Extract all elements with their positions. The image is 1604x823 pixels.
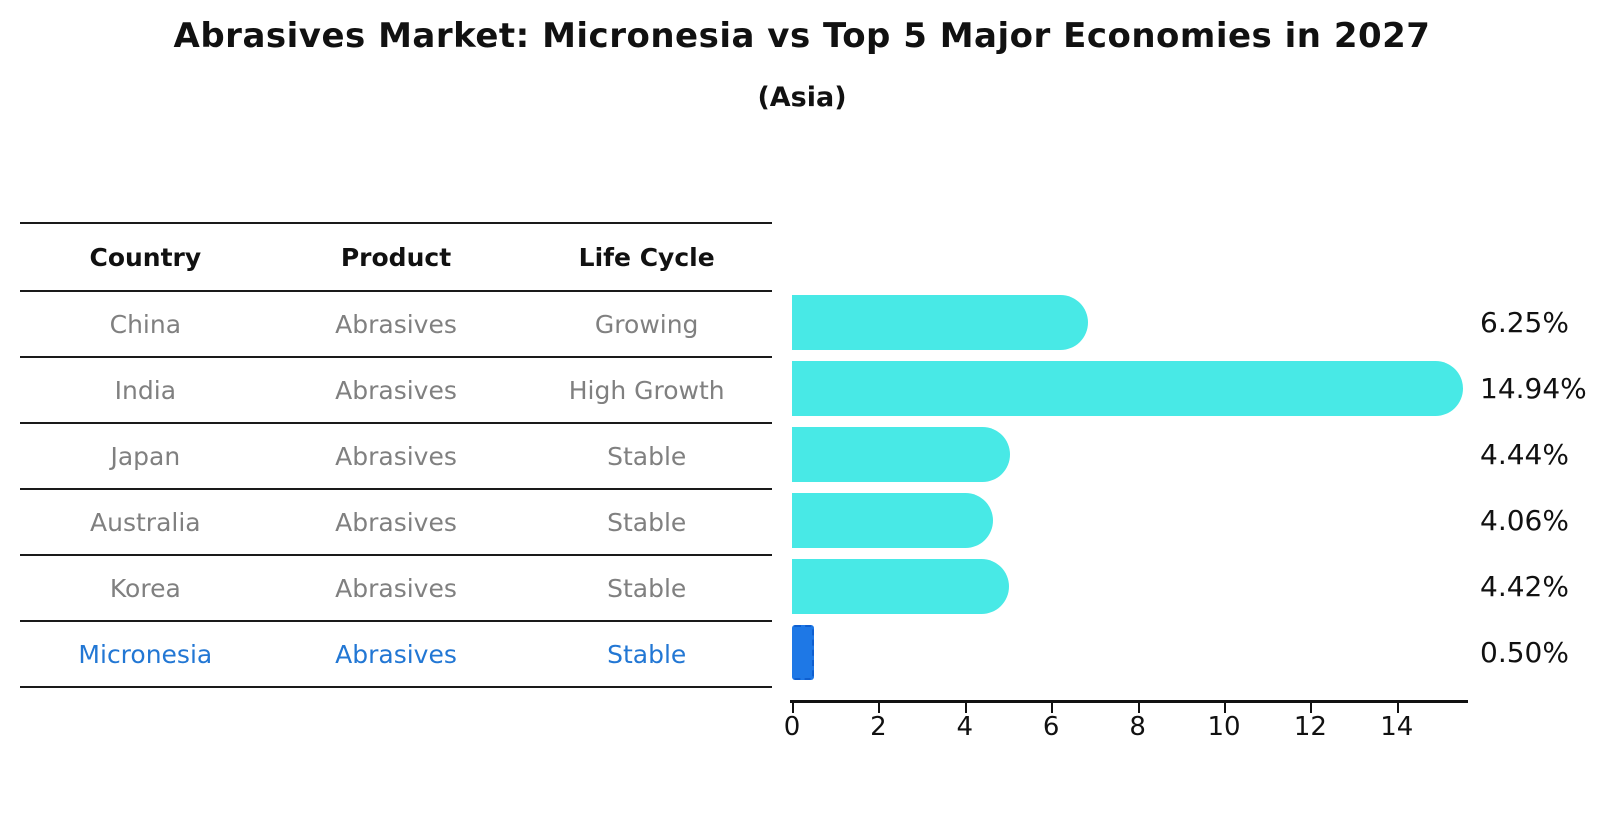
table-row-japan: Japan Abrasives Stable	[20, 424, 772, 490]
table-cell-country: Micronesia	[78, 639, 213, 669]
chart-subtitle: (Asia)	[757, 82, 847, 113]
x-tick-6	[1051, 703, 1054, 713]
x-tick-4	[964, 703, 967, 713]
table-row-micronesia: Micronesia Abrasives Stable	[20, 622, 772, 688]
table-cell-country: Australia	[90, 507, 201, 537]
table-cell-life-cycle: High Growth	[568, 375, 725, 405]
table-cell-product: Abrasives	[335, 573, 457, 603]
x-tick-label-12: 12	[1293, 712, 1327, 742]
x-tick-label-14: 14	[1380, 712, 1414, 742]
x-tick-label-4: 4	[956, 712, 974, 742]
bar-india	[792, 361, 1464, 416]
table-body: China Abrasives Growing India Abrasives High …	[20, 292, 772, 688]
table-cell-life-cycle: Stable	[607, 441, 687, 471]
x-tick-0	[792, 703, 794, 713]
value-label-china: 6.25%	[1480, 306, 1569, 339]
table-header-life-cycle: Life Cycle	[578, 242, 715, 272]
x-axis-line	[790, 700, 1468, 703]
table-cell-life-cycle: Stable	[607, 573, 687, 603]
table-row-india: India Abrasives High Growth	[20, 358, 772, 424]
bar-japan	[792, 427, 1010, 482]
x-tick-8	[1137, 703, 1140, 713]
bar-micronesia	[792, 625, 814, 680]
x-tick-14	[1396, 703, 1399, 713]
chart-title: Abrasives Market: Micronesia vs Top 5 Ma…	[173, 16, 1431, 56]
x-tick-label-2: 2	[870, 712, 887, 742]
value-label-micronesia: 0.50%	[1480, 636, 1569, 669]
table-row-australia: Australia Abrasives Stable	[20, 490, 772, 556]
table-cell-life-cycle: Growing	[594, 309, 699, 339]
bar-australia	[792, 493, 994, 548]
table-cell-product: Abrasives	[335, 639, 457, 669]
table-cell-country: India	[114, 375, 177, 405]
table-header-product: Product	[340, 242, 452, 272]
table-cell-product: Abrasives	[335, 375, 457, 405]
value-label-australia: 4.06%	[1480, 504, 1569, 537]
table-header-country: Country	[89, 242, 202, 272]
table-row-korea: Korea Abrasives Stable	[20, 556, 772, 622]
x-tick-10	[1224, 703, 1226, 713]
table-cell-life-cycle: Stable	[607, 639, 687, 669]
x-tick-label-6: 6	[1042, 712, 1060, 742]
table-cell-life-cycle: Stable	[607, 507, 687, 537]
bar-china	[792, 295, 1088, 350]
x-tick-label-0: 0	[783, 712, 801, 742]
table-cell-product: Abrasives	[335, 441, 457, 471]
table-cell-product: Abrasives	[335, 309, 457, 339]
x-tick-12	[1310, 703, 1313, 713]
table-cell-country: Korea	[109, 573, 181, 603]
table-cell-country: China	[109, 309, 182, 339]
table-row-china: China Abrasives Growing	[20, 292, 772, 358]
value-label-japan: 4.44%	[1480, 438, 1569, 471]
bar-korea	[792, 559, 1009, 614]
x-tick-2	[878, 703, 881, 713]
value-label-korea: 4.42%	[1480, 570, 1569, 603]
table-cell-country: Japan	[110, 441, 181, 471]
data-table: Country Product Life Cycle China Abrasives G…	[20, 222, 772, 688]
table-header-row: Country Product Life Cycle	[20, 224, 772, 292]
table-cell-product: Abrasives	[335, 507, 457, 537]
value-label-india: 14.94%	[1480, 372, 1587, 405]
x-tick-label-8: 8	[1129, 712, 1146, 742]
x-tick-label-10: 10	[1207, 712, 1241, 742]
